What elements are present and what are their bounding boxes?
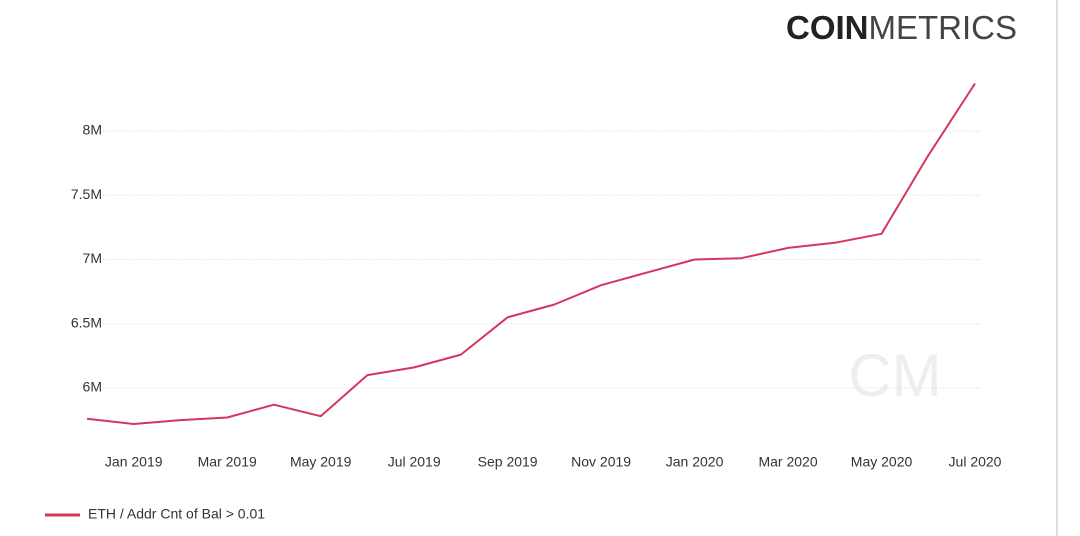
y-tick-label: 6M (83, 379, 102, 395)
x-tick-label: Jan 2020 (666, 454, 724, 470)
x-tick-label: Jul 2019 (388, 454, 441, 470)
x-tick-label: Mar 2020 (758, 454, 817, 470)
y-tick-label: 7M (83, 250, 102, 266)
x-tick-label: May 2019 (290, 454, 352, 470)
x-tick-label: Mar 2019 (198, 454, 257, 470)
x-tick-label: Jul 2020 (949, 454, 1002, 470)
x-tick-label: Nov 2019 (571, 454, 631, 470)
x-tick-label: May 2020 (851, 454, 913, 470)
y-tick-label: 6.5M (71, 314, 102, 330)
y-tick-label: 8M (83, 122, 102, 138)
x-tick-label: Sep 2019 (478, 454, 538, 470)
watermark: CM (848, 342, 941, 409)
y-tick-label: 7.5M (71, 186, 102, 202)
brand-bold: COIN (786, 9, 869, 46)
brand-light: METRICS (869, 9, 1018, 46)
x-tick-label: Jan 2019 (105, 454, 163, 470)
data-line (86, 82, 976, 425)
brand-logo: COINMETRICS (786, 9, 1017, 46)
legend-label: ETH / Addr Cnt of Bal > 0.01 (88, 506, 265, 522)
